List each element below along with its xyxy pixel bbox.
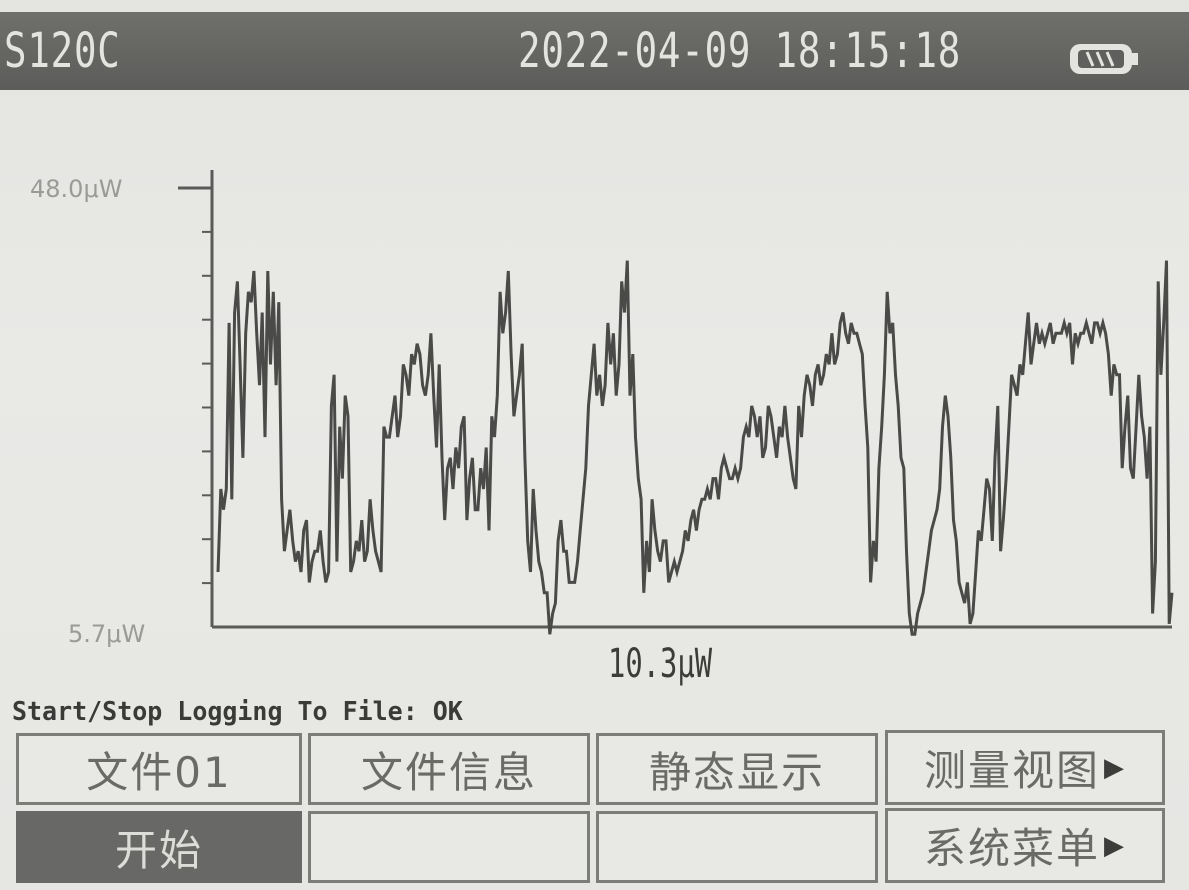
- file-select-button[interactable]: 文件01: [16, 733, 302, 805]
- title-bar: S120C 2022-04-09 18:15:18: [0, 12, 1189, 90]
- chart-axes: [178, 170, 1172, 629]
- series-line-power: [216, 260, 1174, 636]
- file-info-button[interactable]: 文件信息: [308, 733, 590, 805]
- measure-view-button[interactable]: 测量视图 ▶: [885, 730, 1165, 805]
- submenu-arrow-icon: ▶: [1104, 752, 1126, 783]
- static-display-label: 静态显示: [648, 747, 825, 797]
- y-max-label: 48.0μW: [30, 175, 123, 203]
- submenu-arrow-icon: ▶: [1104, 830, 1126, 861]
- system-menu-label: 系统菜单: [923, 824, 1100, 873]
- file-info-label: 文件信息: [360, 747, 537, 797]
- system-menu-button[interactable]: 系统菜单 ▶: [885, 808, 1165, 883]
- measure-view-label: 测量视图: [923, 746, 1100, 795]
- y-axis-ticks: [202, 230, 212, 585]
- empty-softkey-2[interactable]: [308, 811, 590, 883]
- start-label: 开始: [114, 825, 203, 875]
- cursor-value-readout: 10.3μW: [608, 641, 713, 687]
- static-display-button[interactable]: 静态显示: [596, 733, 878, 805]
- y-min-label: 5.7μW: [68, 620, 146, 648]
- battery-full-icon: [1070, 44, 1138, 74]
- start-button[interactable]: 开始: [16, 811, 302, 883]
- device-model: S120C: [4, 23, 121, 79]
- date-time: 2022-04-09 18:15:18: [518, 23, 962, 79]
- empty-softkey-3[interactable]: [596, 811, 878, 883]
- file-select-label: 文件01: [86, 747, 232, 797]
- status-message: Start/Stop Logging To File: OK: [12, 697, 463, 727]
